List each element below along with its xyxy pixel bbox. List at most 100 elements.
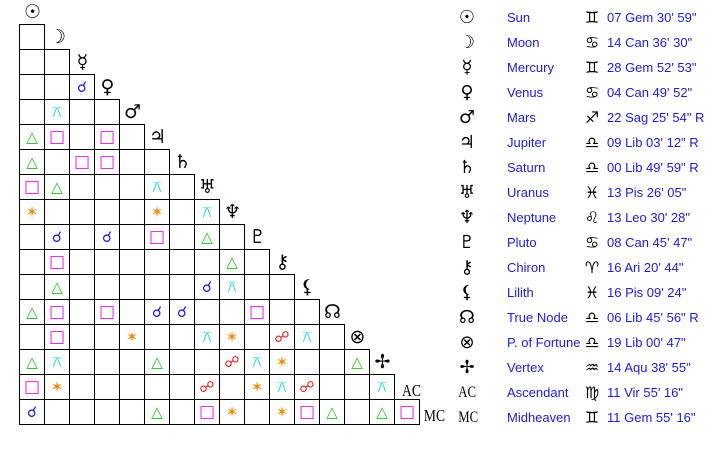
aspect-cell-uranus-sun: □ <box>19 174 45 200</box>
aspect-cell-mars-moon: ⚻ <box>44 99 70 125</box>
planet-position: 22 Sag 25' 54" R <box>607 110 705 125</box>
planet-position: 13 Pis 26' 05" <box>607 185 687 200</box>
aspect-cell-p-of-fortune-saturn <box>169 324 195 350</box>
planet-row-neptune: ♆ Neptune ♌ 13 Leo 30' 28" <box>450 205 705 230</box>
aspect-cell-ascendant-vertex: ⚻ <box>369 374 395 400</box>
planet-position: 16 Pis 09' 24" <box>607 285 687 300</box>
aspect-cell-midheaven-mars <box>119 399 145 425</box>
square-aspect-icon: □ <box>98 151 116 172</box>
aspect-cell-neptune-mercury <box>69 199 95 225</box>
moon-glyph-icon: ☽ <box>48 26 67 48</box>
aspect-cell-ascendant-moon: ✶ <box>44 374 70 400</box>
aspect-cell-lilith-sun <box>19 274 45 300</box>
aspect-cell-chiron-neptune: △ <box>219 249 245 275</box>
planet-name: Neptune <box>507 210 557 225</box>
aspect-cell-vertex-jupiter: △ <box>144 349 170 375</box>
aspect-cell-saturn-mercury: □ <box>69 149 95 175</box>
aspect-cell-moon-sun <box>19 24 45 50</box>
neptune-glyph-icon: ♆ <box>223 201 242 223</box>
planet-row-saturn: ♄ Saturn ♎ 00 Lib 49' 59" R <box>450 155 705 180</box>
aspect-cell-saturn-mars <box>119 149 145 175</box>
aspect-cell-true-node-moon: □ <box>44 299 70 325</box>
aspect-cell-midheaven-venus <box>94 399 120 425</box>
aspect-cell-true-node-sun: △ <box>19 299 45 325</box>
aspect-cell-lilith-jupiter <box>144 274 170 300</box>
aspect-cell-mars-mercury <box>69 99 95 125</box>
aspect-cell-vertex-moon: ⚻ <box>44 349 70 375</box>
planet-name: Chiron <box>507 260 546 275</box>
aspect-cell-midheaven-true-node: △ <box>319 399 345 425</box>
aspect-cell-neptune-sun: ✶ <box>19 199 45 225</box>
aspect-cell-p-of-fortune-pluto <box>244 324 270 350</box>
aspect-cell-uranus-moon: △ <box>44 174 70 200</box>
planet-position: 08 Can 45' 47" <box>607 235 693 250</box>
planet-row-jupiter: ♃ Jupiter ♎ 09 Lib 03' 12" R <box>450 130 705 155</box>
aspect-cell-saturn-jupiter <box>144 149 170 175</box>
zodiac-sign-icon: ♋ <box>584 33 600 52</box>
aspect-cell-true-node-lilith <box>294 299 320 325</box>
quincunx-aspect-icon: ⚻ <box>252 352 262 371</box>
aspect-cell-midheaven-sun: ☌ <box>19 399 45 425</box>
aspect-cell-saturn-moon <box>44 149 70 175</box>
aspect-cell-p-of-fortune-mars: ✶ <box>119 324 145 350</box>
planet-name: Moon <box>507 35 540 50</box>
quincunx-aspect-icon: ⚻ <box>202 202 212 221</box>
p-of-fortune-glyph-icon: ⊗ <box>349 326 366 348</box>
planet-name: P. of Fortune <box>507 335 581 350</box>
true-node-glyph-icon: ☊ <box>324 301 341 323</box>
saturn-icon: ♄ <box>458 157 476 178</box>
planet-position: 06 Lib 45' 56" R <box>607 310 699 325</box>
zodiac-sign-icon: ♍ <box>584 383 600 402</box>
moon-icon: ☽ <box>458 32 476 53</box>
aspect-cell-uranus-jupiter: ⚻ <box>144 174 170 200</box>
aspect-cell-lilith-mercury <box>69 274 95 300</box>
aspect-cell-pluto-venus: ☌ <box>94 224 120 250</box>
aspect-cell-pluto-neptune <box>219 224 245 250</box>
aspect-cell-ascendant-neptune <box>219 374 245 400</box>
trine-aspect-icon: △ <box>226 252 238 271</box>
chiron-icon: ⚷ <box>460 257 474 278</box>
zodiac-sign-icon: ♎ <box>584 133 600 152</box>
aspect-cell-true-node-mercury <box>69 299 95 325</box>
planet-row-moon: ☽ Moon ♋ 14 Can 36' 30" <box>450 30 705 55</box>
planet-row-p-of-fortune: ⊗ P. of Fortune ♎ 19 Lib 00' 47" <box>450 330 705 355</box>
quincunx-aspect-icon: ⚻ <box>52 102 62 121</box>
quincunx-aspect-icon: ⚻ <box>277 377 287 396</box>
aspect-cell-vertex-neptune: ☍ <box>219 349 245 375</box>
vertex-glyph-icon: ✢ <box>374 351 391 373</box>
aspect-cell-lilith-venus <box>94 274 120 300</box>
zodiac-sign-icon: ♎ <box>584 308 600 327</box>
true-node-icon: ☊ <box>459 307 475 328</box>
jupiter-glyph-icon: ♃ <box>148 126 167 148</box>
sextile-aspect-icon: ✶ <box>150 202 164 221</box>
aspect-cell-p-of-fortune-mercury <box>69 324 95 350</box>
zodiac-sign-icon: ♊ <box>584 408 600 427</box>
planet-position: 28 Gem 52' 53" <box>607 60 697 75</box>
aspect-cell-saturn-sun: △ <box>19 149 45 175</box>
zodiac-sign-icon: ♋ <box>584 83 600 102</box>
planet-position: 14 Can 36' 30" <box>607 35 693 50</box>
zodiac-sign-icon: ♓ <box>584 183 600 202</box>
square-aspect-icon: □ <box>98 126 116 147</box>
aspect-cell-midheaven-vertex: △ <box>369 399 395 425</box>
aspect-cell-jupiter-moon: □ <box>44 124 70 150</box>
aspect-cell-chiron-sun <box>19 249 45 275</box>
quincunx-aspect-icon: ⚻ <box>302 327 312 346</box>
aspect-cell-vertex-venus <box>94 349 120 375</box>
aspect-cell-chiron-jupiter <box>144 249 170 275</box>
trine-aspect-icon: △ <box>326 402 338 421</box>
aspect-cell-p-of-fortune-moon: □ <box>44 324 70 350</box>
trine-aspect-icon: △ <box>51 177 63 196</box>
aspect-cell-mars-venus <box>94 99 120 125</box>
planet-position: 09 Lib 03' 12" R <box>607 135 699 150</box>
aspect-cell-jupiter-mars <box>119 124 145 150</box>
planet-name: Lilith <box>507 285 534 300</box>
aspect-cell-p-of-fortune-chiron: ☍ <box>269 324 295 350</box>
aspect-cell-chiron-pluto <box>244 249 270 275</box>
neptune-icon: ♆ <box>458 207 476 228</box>
aspect-cell-ascendant-jupiter <box>144 374 170 400</box>
planet-position: 14 Aqu 38' 55" <box>607 360 691 375</box>
sun-icon: ☉ <box>458 7 476 28</box>
sextile-aspect-icon: ✶ <box>50 377 64 396</box>
aspect-cell-ascendant-saturn <box>169 374 195 400</box>
